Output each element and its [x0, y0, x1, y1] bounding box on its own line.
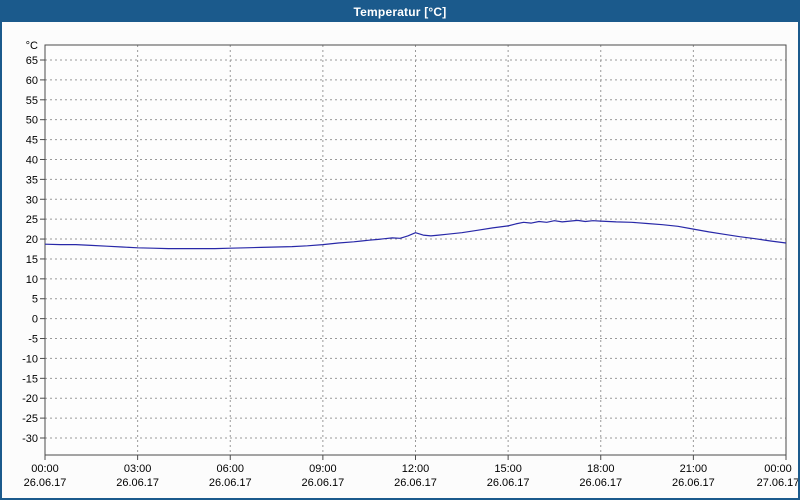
x-tick-time-label: 09:00: [309, 463, 337, 475]
y-tick-label: 35: [26, 174, 38, 186]
chart-area: 65 60 55 50 45 40 35 30 25 20 15 10 5 0 -5 -10 -15 -20 -25…: [2, 22, 798, 498]
y-axis-unit-label: °C: [26, 40, 38, 52]
x-tick-date-label: 26.06.17: [209, 477, 252, 489]
x-tick-time-label: 00:00: [31, 463, 59, 475]
x-tick-date-label: 26.06.17: [394, 477, 437, 489]
chart-title-bar: Temperatur [°C]: [2, 2, 798, 22]
y-tick-label: 55: [26, 95, 38, 107]
y-tick-label: 10: [26, 274, 38, 286]
y-tick-label: 0: [32, 314, 38, 326]
y-tick-label: -30: [22, 433, 38, 445]
y-tick-label: -10: [22, 353, 38, 365]
y-tick-label: 45: [26, 135, 38, 147]
x-tick-date-label: 27.06.17: [757, 477, 798, 489]
x-tick-date-label: 26.06.17: [487, 477, 530, 489]
y-tick-label: 25: [26, 214, 38, 226]
y-tick-label: -25: [22, 413, 38, 425]
x-tick-time-label: 15:00: [494, 463, 522, 475]
x-tick-date-label: 26.06.17: [301, 477, 344, 489]
y-tick-label: 50: [26, 115, 38, 127]
x-tick-time-label: 00:00: [764, 463, 792, 475]
x-tick-time-label: 06:00: [216, 463, 244, 475]
y-tick-label: 65: [26, 55, 38, 67]
y-tick-label: 30: [26, 194, 38, 206]
y-tick-label: 15: [26, 254, 38, 266]
chart-title: Temperatur [°C]: [353, 5, 447, 19]
x-tick-time-label: 12:00: [402, 463, 430, 475]
x-tick-time-label: 03:00: [124, 463, 152, 475]
y-tick-label: -15: [22, 373, 38, 385]
temperature-series-line: [44, 219, 787, 250]
x-tick-time-label: 21:00: [680, 463, 708, 475]
y-tick-label: -20: [22, 393, 38, 405]
x-tick-date-label: 26.06.17: [24, 477, 67, 489]
y-tick-label: 40: [26, 154, 38, 166]
x-tick-time-label: 18:00: [587, 463, 615, 475]
x-tick-date-label: 26.06.17: [672, 477, 715, 489]
y-tick-label: 20: [26, 234, 38, 246]
x-tick-date-label: 26.06.17: [579, 477, 622, 489]
plot-frame: [44, 44, 787, 456]
temperature-line-chart: 65605550454035302520151050-5-10-15-20-25…: [22, 40, 798, 489]
y-tick-label: 5: [32, 294, 38, 306]
x-tick-date-label: 26.06.17: [116, 477, 159, 489]
y-tick-label: -5: [28, 334, 38, 346]
y-tick-label: 60: [26, 75, 38, 87]
